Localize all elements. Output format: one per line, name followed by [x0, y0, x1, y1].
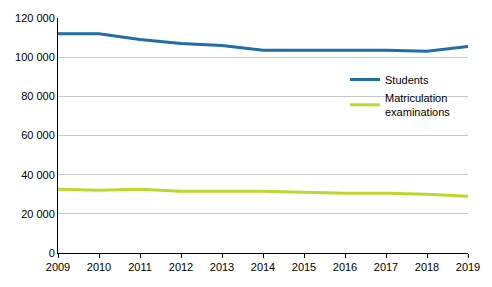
svg-text:2012: 2012 [169, 261, 193, 273]
svg-text:Students: Students [385, 74, 429, 86]
svg-text:2017: 2017 [374, 261, 398, 273]
svg-text:2014: 2014 [251, 261, 275, 273]
svg-text:20 000: 20 000 [21, 208, 55, 220]
svg-text:2009: 2009 [46, 261, 70, 273]
svg-text:2016: 2016 [333, 261, 357, 273]
svg-text:100 000: 100 000 [15, 51, 55, 63]
svg-text:2013: 2013 [210, 261, 234, 273]
svg-text:Matriculationexaminations: Matriculationexaminations [385, 92, 450, 118]
svg-text:2010: 2010 [87, 261, 111, 273]
svg-text:120 000: 120 000 [15, 12, 55, 24]
svg-text:0: 0 [49, 247, 55, 259]
svg-text:60 000: 60 000 [21, 129, 55, 141]
svg-text:2018: 2018 [415, 261, 439, 273]
svg-text:2015: 2015 [292, 261, 316, 273]
svg-text:80 000: 80 000 [21, 90, 55, 102]
svg-text:2011: 2011 [128, 261, 152, 273]
svg-text:2019: 2019 [456, 261, 480, 273]
svg-text:40 000: 40 000 [21, 169, 55, 181]
